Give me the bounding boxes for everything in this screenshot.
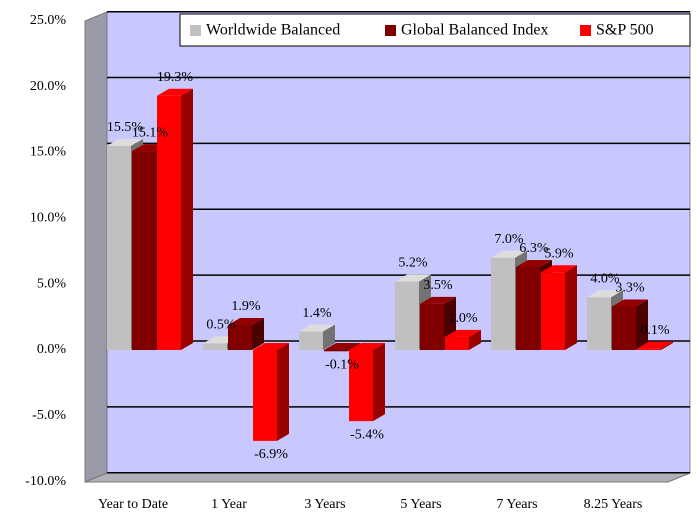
x-tick-label: 8.25 Years (584, 497, 643, 512)
x-tick-label: 7 Years (496, 497, 537, 512)
bar-top (491, 250, 527, 258)
bar-front (324, 349, 348, 352)
y-tick-label: 5.0% (37, 276, 67, 291)
data-label: 1.9% (231, 299, 261, 314)
x-tick-label: Year to Date (98, 497, 168, 512)
legend-swatch (190, 25, 201, 36)
bar (228, 317, 264, 350)
legend-text: Worldwide Balanced (206, 22, 340, 39)
bar-front (132, 151, 156, 350)
side-wall (84, 11, 108, 483)
bar (349, 342, 385, 422)
data-label: 3.5% (423, 278, 453, 293)
data-label: 0.5% (206, 318, 236, 333)
bar-top (349, 342, 385, 350)
bar-side (323, 324, 335, 350)
bar (541, 265, 577, 350)
y-tick-label: 15.0% (30, 145, 67, 160)
bar (253, 342, 289, 441)
legend-text: Global Balanced Index (401, 22, 549, 39)
bar (157, 88, 193, 350)
y-tick-label: 25.0% (30, 13, 67, 28)
y-tick-label: -10.0% (25, 474, 66, 489)
bar-side (636, 299, 648, 350)
bar-top (107, 138, 143, 146)
legend-swatch (580, 25, 591, 36)
data-label: 6.3% (519, 241, 549, 256)
bar-side (181, 88, 193, 350)
bar-front (587, 297, 611, 350)
y-tick-label: -5.0% (32, 408, 66, 423)
bar-top (612, 299, 648, 307)
bar (299, 324, 335, 350)
bar-front (637, 348, 661, 350)
bar-front (541, 272, 565, 350)
back-wall (106, 11, 691, 474)
bar-top (541, 265, 577, 273)
legend-text: S&P 500 (596, 22, 654, 39)
data-label: 0.1% (640, 323, 670, 338)
bar-top (420, 296, 456, 304)
bar-top (637, 341, 673, 349)
data-label: 15.5% (107, 120, 144, 135)
y-tick-label: 10.0% (30, 210, 67, 225)
bar-side (469, 329, 481, 350)
bar-front (445, 336, 469, 350)
bar-front (299, 331, 323, 350)
legend: Worldwide Balanced Global Balanced Index S… (179, 13, 691, 47)
bar-side (661, 341, 673, 350)
data-label: 4.0% (590, 272, 620, 287)
y-tick-label: 0.0% (37, 342, 67, 357)
bar (445, 329, 481, 350)
bar-side (565, 265, 577, 350)
bar-top (516, 260, 552, 268)
bar-front (203, 343, 227, 350)
x-tick-label: 5 Years (400, 497, 441, 512)
bar (612, 299, 648, 350)
bar-top (395, 274, 431, 282)
bar-top (587, 290, 623, 298)
bar-front (157, 95, 181, 350)
labels: -10.0% -5.0% 0.0% 5.0% 10.0% 15.0% 20.0% 25.0% Y… (25, 13, 670, 512)
x-tick-label: 1 Year (211, 497, 247, 512)
bar-front (516, 267, 540, 350)
bar-top (299, 324, 335, 332)
bar (637, 341, 673, 350)
bar-top (445, 329, 481, 337)
bar-front (612, 306, 636, 350)
data-label: 7.0% (494, 232, 524, 247)
bar-top (253, 342, 289, 350)
bar-front (253, 349, 277, 441)
bar-top (324, 342, 360, 350)
bar-front (395, 281, 419, 350)
data-label: -6.9% (254, 447, 288, 462)
data-label: 1.4% (302, 306, 332, 321)
bar-side (277, 342, 289, 441)
y-tick-label: 20.0% (30, 79, 67, 94)
data-label: 5.2% (398, 256, 428, 271)
bar-front (107, 145, 131, 350)
bar-front (420, 303, 444, 350)
data-label: -5.4% (350, 427, 384, 442)
data-label: 19.3% (157, 70, 194, 85)
bar-front (349, 349, 373, 422)
legend-box (179, 13, 691, 47)
bar-front (491, 257, 515, 350)
data-label: 15.1% (132, 125, 169, 140)
bar-side (373, 342, 385, 422)
legend-swatch (385, 25, 396, 36)
data-label: -0.1% (325, 358, 359, 373)
x-tick-label: 3 Years (304, 497, 345, 512)
bar-front (228, 324, 252, 350)
bar-top (157, 88, 193, 96)
floor (84, 472, 691, 483)
bar (395, 274, 431, 350)
bars (107, 88, 673, 441)
data-label: 5.9% (544, 246, 574, 261)
bar-side (252, 317, 264, 350)
data-label: 1.0% (448, 311, 478, 326)
data-label: 3.3% (615, 281, 645, 296)
bar-top (228, 317, 264, 325)
